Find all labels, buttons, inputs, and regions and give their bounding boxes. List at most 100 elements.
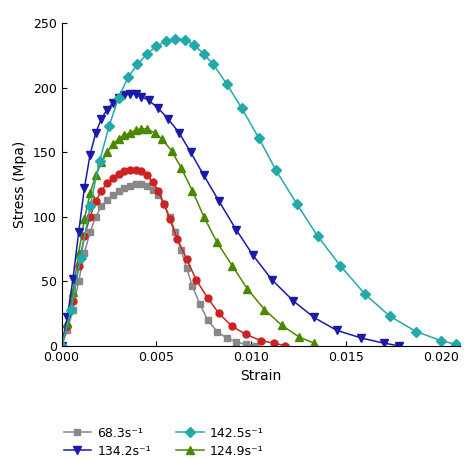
- 134.2s⁻¹: [290, 298, 296, 303]
- 83.2s⁻¹: [271, 340, 277, 346]
- X-axis label: Strain: Strain: [240, 369, 282, 383]
- 134.2s⁻¹: [188, 149, 193, 155]
- 83.2s⁻¹: [216, 311, 222, 316]
- 142.5s⁻¹: [191, 42, 197, 48]
- 124.9s⁻¹: [82, 217, 87, 222]
- 83.2s⁻¹: [64, 324, 70, 329]
- 134.2s⁻¹: [70, 276, 76, 281]
- 134.2s⁻¹: [99, 116, 104, 121]
- 68.3s⁻¹: [127, 183, 133, 189]
- 83.2s⁻¹: [82, 233, 87, 239]
- 124.9s⁻¹: [104, 149, 110, 155]
- 142.5s⁻¹: [154, 43, 159, 49]
- 68.3s⁻¹: [243, 342, 248, 347]
- 134.2s⁻¹: [87, 152, 93, 158]
- 83.2s⁻¹: [229, 324, 235, 329]
- 124.9s⁻¹: [214, 240, 220, 245]
- 134.2s⁻¹: [155, 106, 161, 111]
- 124.9s⁻¹: [93, 172, 99, 178]
- 68.3s⁻¹: [252, 343, 258, 349]
- 142.5s⁻¹: [59, 343, 64, 349]
- 124.9s⁻¹: [144, 126, 150, 132]
- 83.2s⁻¹: [205, 295, 210, 301]
- 142.5s⁻¹: [256, 135, 262, 141]
- 142.5s⁻¹: [116, 95, 121, 100]
- 83.2s⁻¹: [133, 167, 138, 173]
- 68.3s⁻¹: [155, 192, 161, 197]
- 142.5s⁻¹: [362, 291, 368, 297]
- Line: 83.2s⁻¹: 83.2s⁻¹: [58, 167, 289, 349]
- 134.2s⁻¹: [311, 314, 317, 320]
- 83.2s⁻¹: [87, 214, 93, 219]
- 68.3s⁻¹: [178, 248, 184, 253]
- 83.2s⁻¹: [116, 171, 121, 177]
- 142.5s⁻¹: [87, 204, 93, 209]
- 124.9s⁻¹: [159, 136, 165, 142]
- 68.3s⁻¹: [184, 266, 190, 271]
- 68.3s⁻¹: [133, 182, 138, 187]
- 134.2s⁻¹: [269, 277, 275, 283]
- 142.5s⁻¹: [201, 51, 207, 57]
- 142.5s⁻¹: [135, 62, 140, 67]
- Line: 134.2s⁻¹: 134.2s⁻¹: [57, 90, 403, 350]
- 134.2s⁻¹: [76, 230, 82, 235]
- 124.9s⁻¹: [64, 320, 70, 325]
- 83.2s⁻¹: [174, 236, 180, 242]
- 68.3s⁻¹: [233, 339, 239, 345]
- 124.9s⁻¹: [311, 340, 317, 346]
- 142.5s⁻¹: [387, 313, 392, 319]
- Line: 124.9s⁻¹: 124.9s⁻¹: [57, 125, 318, 350]
- 83.2s⁻¹: [243, 331, 248, 337]
- 142.5s⁻¹: [173, 36, 178, 41]
- 68.3s⁻¹: [138, 182, 144, 187]
- 83.2s⁻¹: [70, 298, 76, 303]
- 124.9s⁻¹: [279, 322, 284, 328]
- 142.5s⁻¹: [239, 106, 245, 111]
- 142.5s⁻¹: [144, 51, 150, 57]
- 68.3s⁻¹: [104, 197, 110, 203]
- 68.3s⁻¹: [167, 214, 173, 219]
- 134.2s⁻¹: [176, 130, 182, 136]
- 83.2s⁻¹: [184, 256, 190, 262]
- 83.2s⁻¹: [150, 179, 155, 184]
- 83.2s⁻¹: [99, 188, 104, 194]
- 68.3s⁻¹: [161, 201, 167, 207]
- 134.2s⁻¹: [116, 95, 121, 100]
- 68.3s⁻¹: [70, 307, 76, 313]
- 142.5s⁻¹: [106, 124, 112, 129]
- 68.3s⁻¹: [64, 327, 70, 333]
- 124.9s⁻¹: [121, 133, 127, 138]
- 124.9s⁻¹: [296, 334, 301, 339]
- 83.2s⁻¹: [104, 180, 110, 186]
- 142.5s⁻¹: [182, 37, 188, 42]
- 68.3s⁻¹: [214, 329, 220, 334]
- Line: 68.3s⁻¹: 68.3s⁻¹: [58, 181, 258, 349]
- 124.9s⁻¹: [152, 130, 157, 136]
- 142.5s⁻¹: [315, 233, 320, 239]
- 83.2s⁻¹: [59, 343, 64, 349]
- 68.3s⁻¹: [121, 185, 127, 191]
- 134.2s⁻¹: [381, 340, 387, 346]
- 134.2s⁻¹: [104, 107, 110, 112]
- 142.5s⁻¹: [337, 263, 343, 268]
- 124.9s⁻¹: [87, 191, 93, 196]
- 142.5s⁻¹: [68, 307, 74, 313]
- 134.2s⁻¹: [233, 227, 239, 232]
- 124.9s⁻¹: [59, 343, 64, 349]
- 83.2s⁻¹: [258, 338, 264, 343]
- Y-axis label: Stress (Mpa): Stress (Mpa): [13, 141, 27, 228]
- 68.3s⁻¹: [82, 250, 87, 255]
- 134.2s⁻¹: [93, 130, 99, 136]
- 124.9s⁻¹: [70, 289, 76, 294]
- 134.2s⁻¹: [165, 116, 171, 121]
- 124.9s⁻¹: [190, 188, 195, 194]
- Legend: 68.3s⁻¹, 134.2s⁻¹, 83.2s⁻¹, 142.5s⁻¹, 124.9s⁻¹: 68.3s⁻¹, 134.2s⁻¹, 83.2s⁻¹, 142.5s⁻¹, 12…: [60, 423, 267, 461]
- 134.2s⁻¹: [110, 100, 116, 106]
- 68.3s⁻¹: [224, 335, 229, 341]
- 83.2s⁻¹: [155, 188, 161, 194]
- 68.3s⁻¹: [144, 183, 150, 189]
- 134.2s⁻¹: [396, 343, 402, 349]
- 142.5s⁻¹: [97, 159, 102, 164]
- 134.2s⁻¹: [59, 343, 64, 349]
- 68.3s⁻¹: [93, 214, 99, 219]
